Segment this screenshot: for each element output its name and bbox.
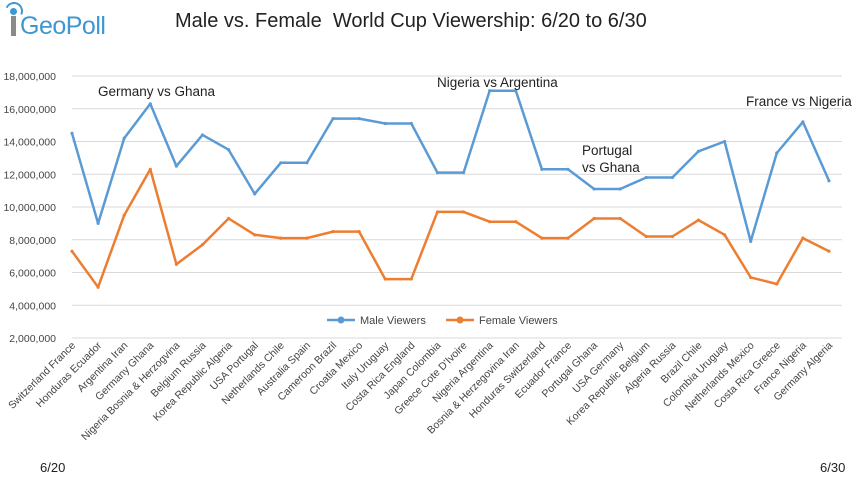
male-data-point: [383, 121, 387, 126]
male-data-point: [775, 151, 779, 155]
male-data-point: [827, 179, 831, 183]
female-data-point: [801, 236, 805, 240]
chart-title: Male vs. Female World Cup Viewership: 6/…: [175, 10, 647, 32]
male-data-point: [540, 167, 544, 171]
female-data-point: [566, 236, 570, 240]
male-data-point: [227, 148, 231, 152]
geopoll-logo: GeoPoll: [2, 0, 126, 40]
female-data-point: [461, 210, 466, 214]
male-data-point: [279, 161, 283, 165]
y-tick-label: 18,000,000: [3, 71, 56, 83]
female-data-point: [227, 216, 231, 221]
legend-swatch-marker: [337, 316, 345, 324]
male-data-point: [96, 221, 100, 225]
female-data-point: [644, 234, 648, 239]
female-data-point: [96, 285, 100, 289]
legend-label: Female Viewers: [479, 315, 558, 327]
female-data-point: [488, 220, 492, 224]
female-data-point: [148, 167, 152, 171]
chart-annotation: Germany vs Ghana: [98, 84, 216, 99]
female-data-point: [409, 277, 413, 281]
chart-annotation: Nigeria vs Argentina: [437, 75, 558, 90]
date-end-label: 6/30: [820, 460, 846, 475]
male-viewers-line: [70, 89, 831, 243]
female-data-point: [618, 216, 622, 221]
male-data-point: [305, 161, 309, 165]
male-data-point: [618, 187, 622, 191]
female-data-point: [253, 233, 257, 237]
male-data-point: [357, 116, 361, 121]
legend-swatch-marker: [456, 316, 464, 324]
male-data-point: [148, 102, 152, 106]
female-data-point: [696, 218, 701, 222]
y-tick-label: 10,000,000: [3, 202, 56, 214]
female-viewers-line: [70, 168, 830, 289]
logo-dot-icon: [10, 8, 17, 15]
male-data-point: [70, 131, 74, 135]
female-data-point: [749, 275, 753, 280]
male-data-point: [331, 116, 335, 121]
female-data-point: [383, 277, 387, 281]
female-data-point: [200, 243, 205, 247]
male-data-point: [696, 149, 701, 153]
female-data-point: [357, 229, 361, 234]
female-data-point: [174, 262, 179, 266]
female-data-point: [670, 234, 674, 239]
male-data-point: [409, 121, 413, 126]
female-data-point: [435, 210, 440, 214]
female-data-point: [122, 213, 126, 217]
male-data-point: [514, 89, 518, 93]
legend-label: Male Viewers: [360, 315, 426, 327]
y-tick-label: 14,000,000: [3, 137, 56, 149]
female-data-point: [775, 282, 779, 286]
y-tick-label: 16,000,000: [3, 104, 56, 116]
female-data-point: [279, 236, 283, 240]
male-data-point: [644, 175, 648, 180]
y-tick-label: 4,000,000: [9, 300, 56, 312]
male-data-point: [592, 187, 596, 191]
y-tick-label: 6,000,000: [9, 268, 56, 280]
chart-annotation: Portugal vs Ghana: [582, 143, 640, 175]
chart-annotation: France vs Nigeria: [746, 94, 852, 109]
male-data-point: [722, 139, 727, 144]
male-data-point: [566, 167, 570, 171]
female-data-point: [305, 236, 309, 240]
male-data-point: [122, 136, 126, 140]
female-data-point: [722, 233, 727, 237]
logo-text: GeoPoll: [20, 12, 106, 40]
female-data-point: [827, 249, 831, 253]
male-data-point: [461, 171, 466, 175]
male-data-point: [749, 239, 753, 243]
male-data-point: [174, 164, 179, 168]
male-data-point: [253, 192, 257, 196]
logo-bar-icon: [11, 16, 16, 36]
y-tick-label: 12,000,000: [3, 169, 56, 181]
female-data-point: [514, 220, 518, 224]
date-start-label: 6/20: [40, 460, 66, 475]
male-data-point: [488, 89, 492, 93]
female-data-point: [70, 249, 74, 253]
y-tick-label: 8,000,000: [9, 235, 56, 247]
female-data-point: [592, 216, 596, 221]
male-data-point: [801, 120, 805, 124]
male-data-point: [670, 175, 674, 180]
male-data-point: [435, 171, 440, 175]
female-data-point: [331, 229, 335, 234]
female-data-point: [540, 236, 544, 240]
male-data-point: [200, 133, 205, 137]
y-tick-label: 2,000,000: [9, 333, 56, 345]
